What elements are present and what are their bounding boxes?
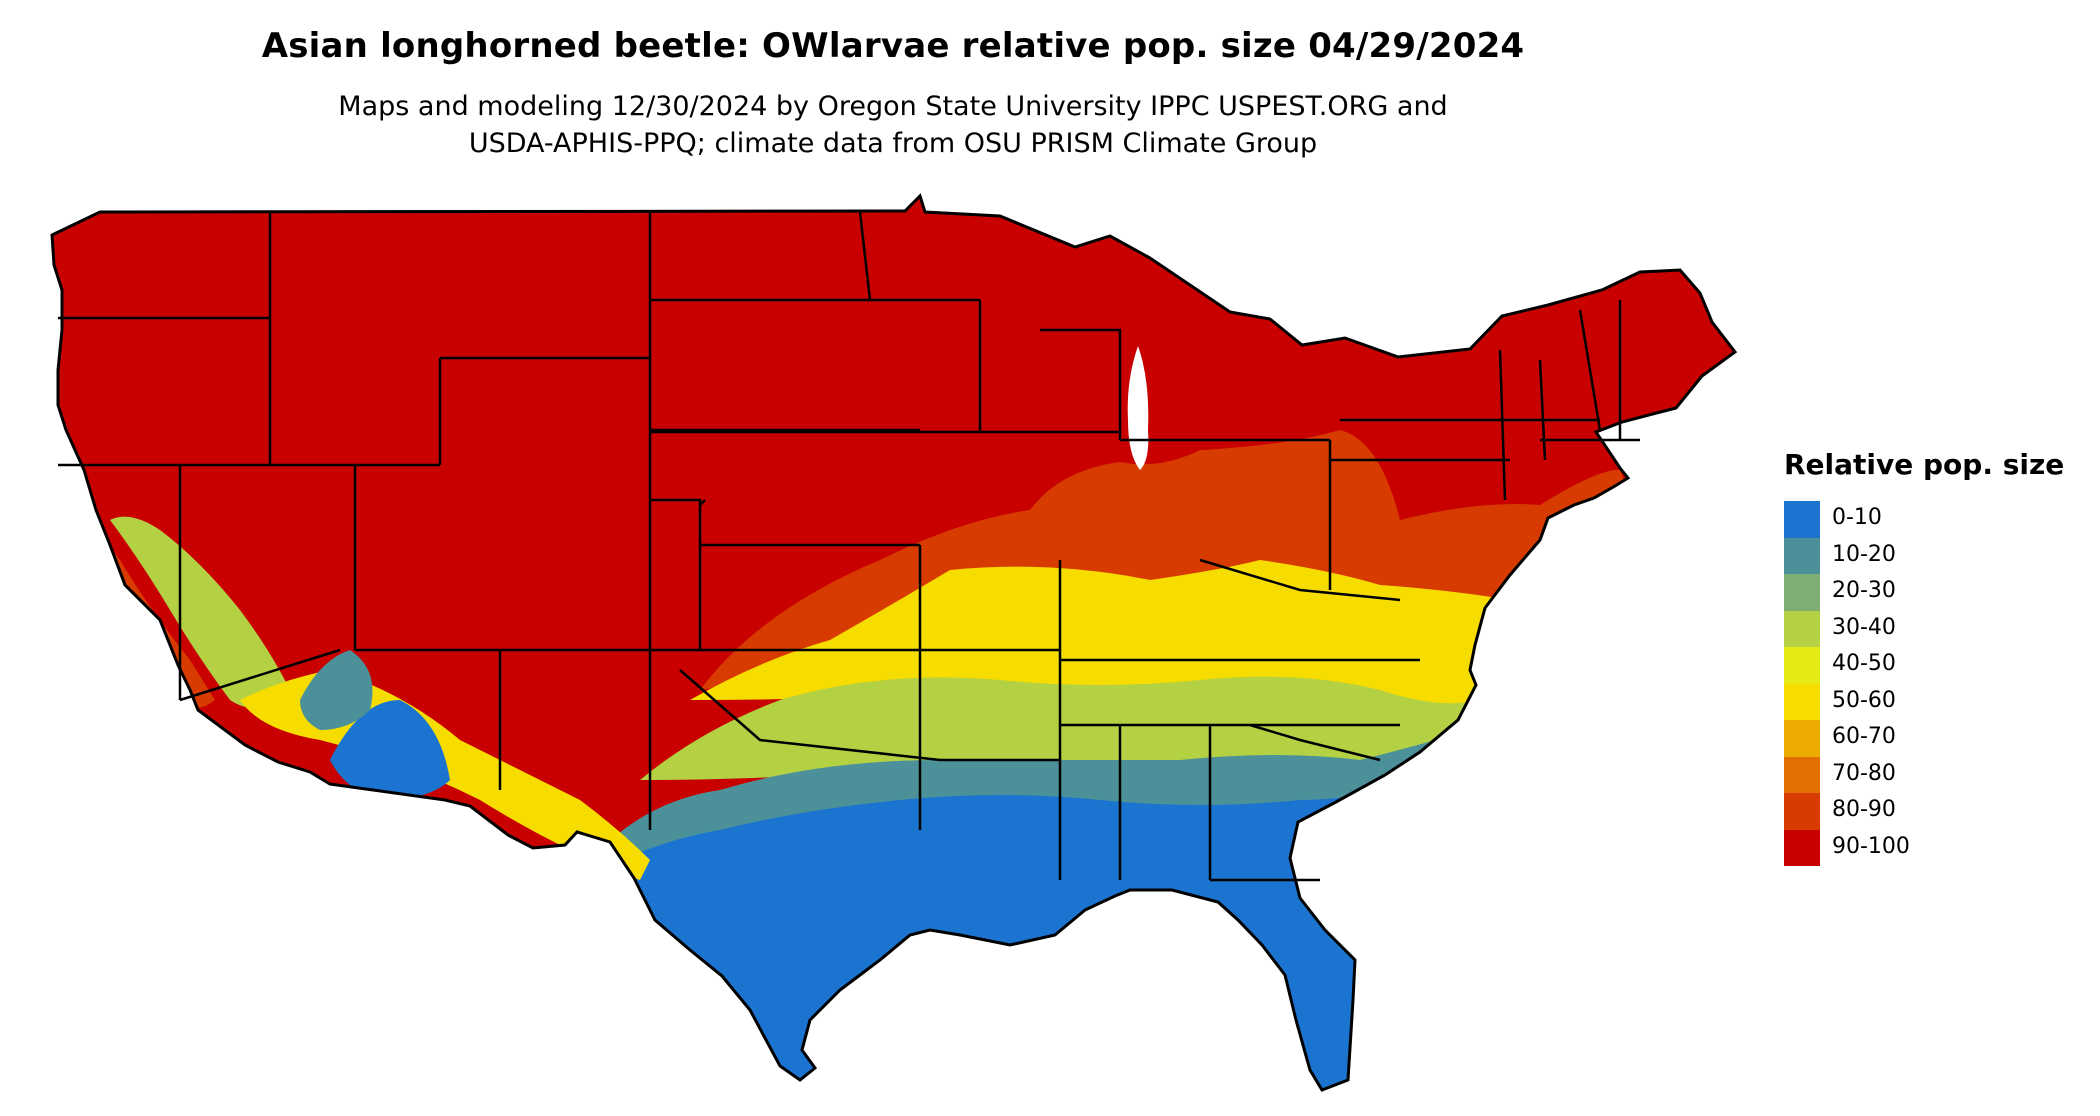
legend-swatch <box>1784 574 1820 611</box>
legend-swatch <box>1784 756 1820 793</box>
legend-label: 20-30 <box>1832 578 1896 603</box>
zone-50-60 <box>690 540 1640 707</box>
zone-30-40-california <box>110 516 290 708</box>
legend-label: 0-10 <box>1832 505 1882 530</box>
legend-swatch <box>1784 793 1820 830</box>
subtitle-line-1: Maps and modeling 12/30/2024 by Oregon S… <box>338 91 1448 122</box>
legend-label: 50-60 <box>1832 687 1896 713</box>
legend-item: 90-100 <box>1784 829 2084 866</box>
map-subtitle: Maps and modeling 12/30/2024 by Oregon S… <box>0 88 1786 162</box>
legend-item: 20-30 <box>1784 574 2084 611</box>
zone-0-10-arizona <box>330 700 450 800</box>
legend-item: 60-70 <box>1784 720 2084 757</box>
legend-swatch <box>1784 720 1820 757</box>
legend: Relative pop. size 0-10 10-20 20-30 30-40 40… <box>1784 448 2084 866</box>
legend-item: 30-40 <box>1784 610 2084 647</box>
legend-item: 70-80 <box>1784 756 2084 793</box>
legend-title: Relative pop. size <box>1784 448 2065 481</box>
legend-label: 80-90 <box>1832 797 1896 822</box>
legend-label: 40-50 <box>1832 651 1896 676</box>
legend-label: 90-100 <box>1832 833 1910 859</box>
legend-item: 0-10 <box>1784 501 2084 538</box>
zone-30-40 <box>640 676 1507 780</box>
legend-item: 80-90 <box>1784 793 2084 830</box>
us-outline <box>50 193 1738 1092</box>
legend-swatch <box>1784 501 1820 538</box>
legend-item: 10-20 <box>1784 537 2084 574</box>
legend-swatch <box>1784 647 1820 684</box>
state-borders <box>58 211 1640 882</box>
subtitle-line-2: USDA-APHIS-PPQ; climate data from OSU PR… <box>468 128 1318 159</box>
legend-label: 10-20 <box>1832 541 1896 567</box>
legend-item: 50-60 <box>1784 683 2084 720</box>
legend-item: 40-50 <box>1784 647 2084 684</box>
legend-swatch <box>1784 537 1820 574</box>
legend-label: 60-70 <box>1832 724 1896 749</box>
legend-swatch <box>1784 683 1820 720</box>
legend-swatch <box>1784 610 1820 647</box>
legend-label: 70-80 <box>1832 760 1896 786</box>
legend-label: 30-40 <box>1832 614 1896 640</box>
map-title: Asian longhorned beetle: OWlarvae relati… <box>261 26 1525 66</box>
legend-items: 0-10 10-20 20-30 30-40 40-50 50-60 60-70 70-80 8… <box>1784 501 2084 866</box>
zone-10-20-arizona <box>300 650 373 730</box>
legend-swatch <box>1784 829 1820 866</box>
